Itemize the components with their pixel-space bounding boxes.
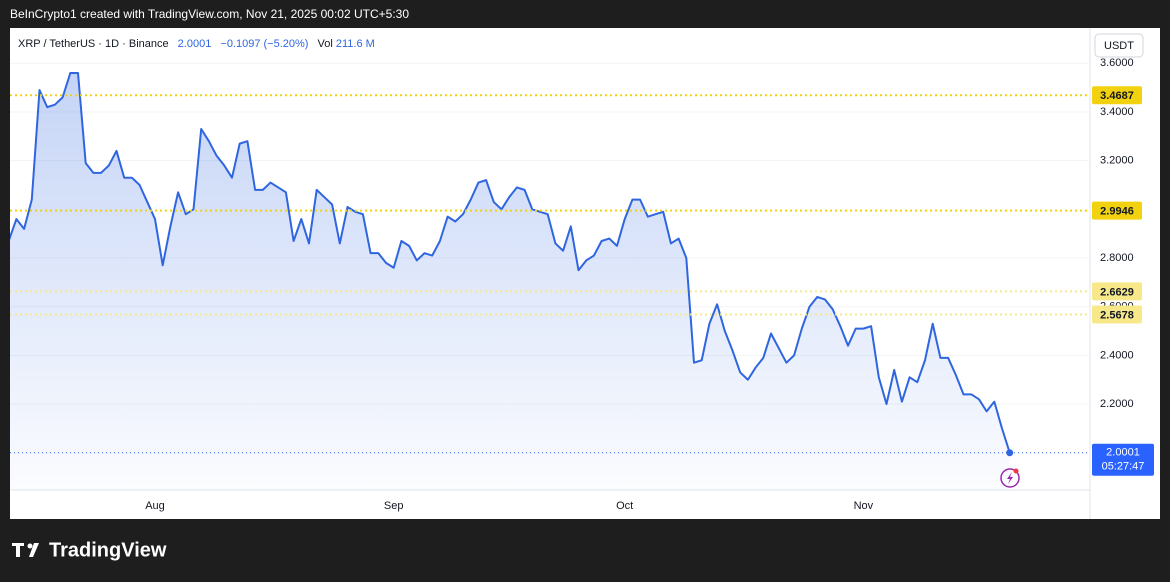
y-tick-label: 3.2000 (1100, 155, 1134, 167)
last-price-label-bg (1092, 443, 1154, 476)
x-tick-label: Sep (384, 500, 404, 512)
y-tick-label: 3.4000 (1100, 106, 1134, 118)
level-label-bg (1092, 305, 1142, 324)
currency-button[interactable] (1094, 33, 1144, 58)
last-price-label: 2.0001 (1106, 447, 1140, 459)
level-label-bg (1092, 282, 1142, 301)
y-tick-label: 2.4000 (1100, 349, 1134, 361)
price-line (10, 72, 1011, 454)
last-point (1006, 449, 1014, 457)
brand-logo (12, 543, 39, 557)
area-fill (10, 73, 1010, 490)
x-tick-label: Oct (616, 500, 633, 512)
alert-icon (1000, 468, 1020, 488)
y-tick-label: 2.8000 (1100, 252, 1134, 264)
volume: 211.6 M (336, 38, 375, 50)
volume-label: Vol (318, 38, 333, 50)
last-price: 2.0001 (178, 38, 212, 50)
level-label: 2.5678 (1100, 309, 1134, 321)
countdown: 05:27:47 (1102, 461, 1145, 473)
change: −0.1097 (−5.20%) (220, 38, 308, 50)
y-tick-label: 3.6000 (1100, 57, 1134, 69)
credit: BeInCrypto1 created with TradingView.com… (10, 7, 409, 21)
level-label: 2.6629 (1100, 286, 1134, 298)
y-tick-label: 2.2000 (1100, 398, 1134, 410)
x-tick-label: Nov (854, 500, 874, 512)
currency[interactable]: USDT (1104, 40, 1134, 52)
legend: XRP / TetherUS · 1D · Binance 2.0001 −0.… (18, 38, 375, 50)
symbol: XRP / TetherUS · 1D · Binance (18, 38, 169, 50)
level-label-bg (1092, 86, 1142, 105)
level-label: 2.9946 (1100, 206, 1134, 218)
x-tick-label: Aug (145, 500, 165, 512)
level-label-bg (1092, 201, 1142, 220)
level-label: 3.4687 (1100, 90, 1134, 102)
brand: TradingView (49, 539, 167, 561)
plot (10, 62, 1090, 490)
